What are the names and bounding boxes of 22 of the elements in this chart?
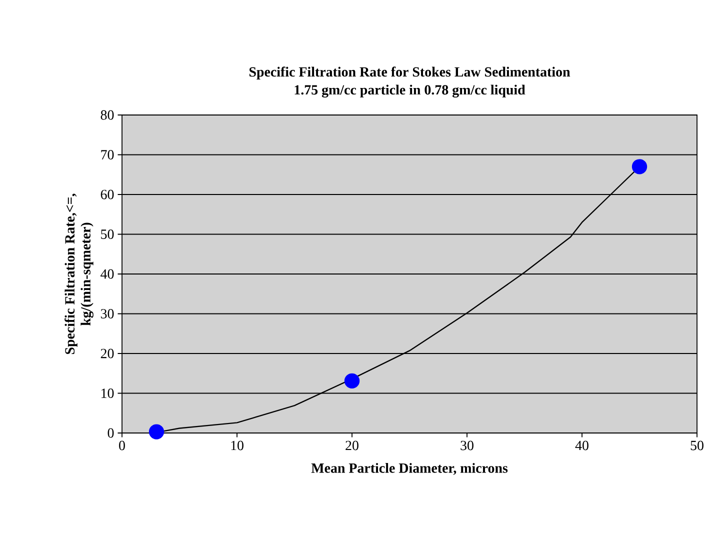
point <box>148 424 164 440</box>
point <box>344 373 360 389</box>
y-tick-label: 60 <box>100 190 114 200</box>
x-tick-label: 30 <box>460 440 474 450</box>
x-tick-label: 50 <box>690 440 704 450</box>
y-tick-label: 10 <box>102 388 114 398</box>
x-tick-label: 10 <box>231 440 244 450</box>
chart-title: Specific Filtration Rate for Stokes Law Sedimentation <box>249 66 570 80</box>
y-axis-title: Specific Filtration Rate,<=, kg/(min-sqmeter) <box>64 194 94 354</box>
y-tick-label: 80 <box>100 110 114 120</box>
y-tick-label: 70 <box>101 150 114 160</box>
x-tick-label: 20 <box>346 440 358 450</box>
x-tick-label: 0 <box>119 440 125 450</box>
y-tick-label: 20 <box>100 348 114 358</box>
x-tick-label: 40 <box>575 440 588 450</box>
y-tick-label: 0 <box>108 428 114 438</box>
y-tick-label: 40 <box>100 269 114 279</box>
y-tick-label: 50 <box>101 230 114 239</box>
x-axis-title: Mean Particle Diameter, microns <box>311 463 508 475</box>
y-tick-label: 30 <box>100 309 114 318</box>
point <box>632 159 648 174</box>
chart-subtitle: 1.75 gm/cc particle in 0.78 gm/cc liquid <box>294 84 526 98</box>
